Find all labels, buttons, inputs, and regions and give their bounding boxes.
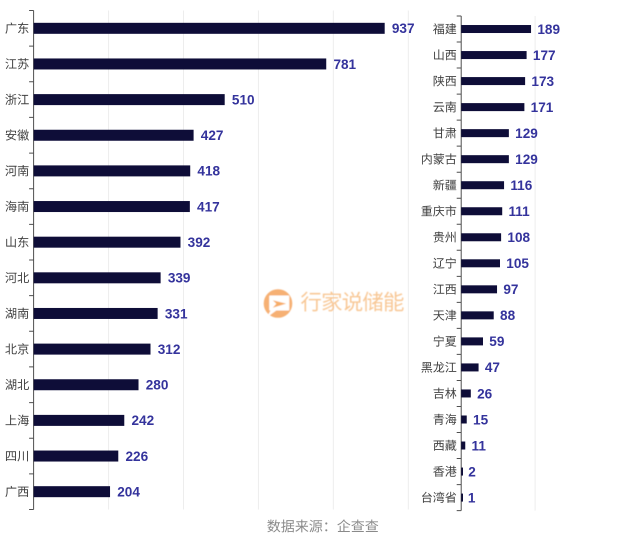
svg-text:171: 171	[531, 100, 554, 115]
svg-text:242: 242	[131, 413, 154, 428]
svg-text:173: 173	[531, 74, 554, 89]
svg-text:2: 2	[468, 464, 476, 479]
svg-text:427: 427	[201, 128, 224, 143]
svg-text:1: 1	[468, 490, 476, 505]
svg-text:15: 15	[473, 412, 489, 427]
svg-text:97: 97	[503, 282, 518, 297]
svg-text:11: 11	[472, 438, 487, 453]
svg-text:59: 59	[489, 334, 505, 349]
svg-text:129: 129	[515, 126, 538, 141]
svg-text:129: 129	[515, 152, 538, 167]
svg-text:111: 111	[509, 204, 531, 219]
svg-text:26: 26	[477, 386, 493, 401]
svg-text:108: 108	[507, 230, 530, 245]
svg-text:510: 510	[232, 92, 255, 107]
svg-text:339: 339	[168, 271, 191, 286]
svg-text:47: 47	[485, 360, 500, 375]
svg-text:418: 418	[197, 164, 220, 179]
svg-text:312: 312	[158, 342, 181, 357]
svg-text:226: 226	[125, 449, 148, 464]
svg-text:280: 280	[146, 378, 169, 393]
svg-text:189: 189	[537, 22, 560, 37]
svg-text:392: 392	[188, 235, 211, 250]
svg-text:116: 116	[510, 178, 532, 193]
svg-text:204: 204	[117, 484, 140, 499]
svg-text:937: 937	[392, 21, 415, 36]
svg-text:105: 105	[506, 256, 529, 271]
svg-text:331: 331	[165, 306, 188, 321]
svg-text:88: 88	[500, 308, 516, 323]
svg-text:781: 781	[333, 57, 356, 72]
svg-text:417: 417	[197, 199, 220, 214]
svg-text:177: 177	[533, 48, 556, 63]
